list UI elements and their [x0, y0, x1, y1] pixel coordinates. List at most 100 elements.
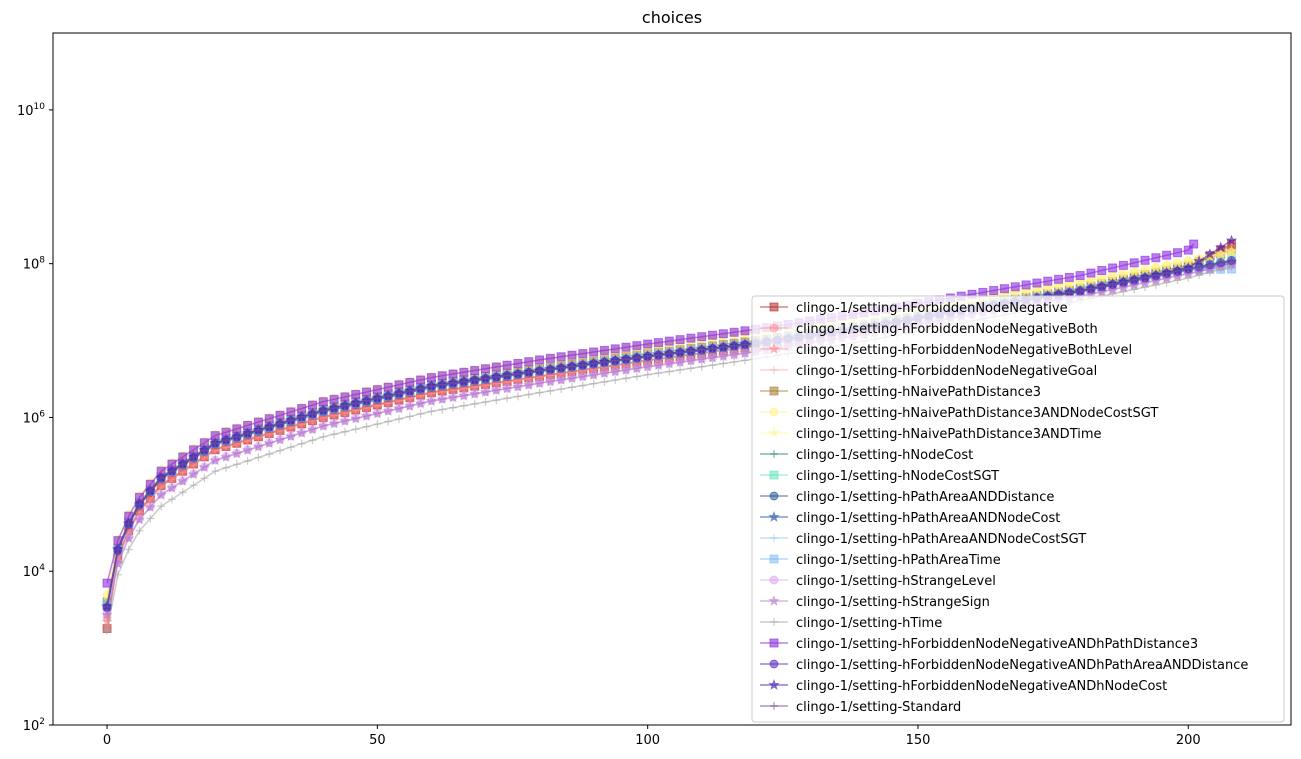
data-point	[491, 362, 501, 372]
data-point	[459, 367, 469, 377]
data-point	[447, 391, 459, 403]
data-point	[643, 339, 653, 349]
legend-item: clingo-1/setting-hPathAreaANDDistance	[760, 490, 1054, 505]
data-point	[133, 513, 146, 525]
legend-item: clingo-1/setting-hForbiddenNodeNegativeA…	[760, 637, 1198, 652]
legend-marker	[768, 427, 780, 438]
data-point	[513, 392, 522, 401]
data-point	[1225, 245, 1238, 257]
y-axis: 102 104 106 108 1010	[17, 102, 53, 734]
data-point	[1108, 263, 1118, 273]
data-point	[740, 340, 749, 349]
data-point	[1173, 276, 1182, 285]
data-point	[598, 367, 611, 379]
legend-item: clingo-1/setting-hPathAreaANDNodeCost	[760, 511, 1060, 526]
data-point	[265, 422, 274, 431]
data-point	[1129, 258, 1139, 268]
legend-marker	[770, 618, 778, 626]
data-point	[501, 382, 513, 394]
legend-marker	[768, 343, 780, 354]
data-point	[241, 444, 254, 456]
data-point	[599, 345, 609, 355]
data-point	[1204, 248, 1216, 260]
data-point	[394, 414, 403, 423]
legend-label: clingo-1/setting-Standard	[796, 700, 961, 715]
data-point	[103, 626, 112, 635]
y-tick-label: 108	[23, 256, 46, 273]
data-point	[1074, 276, 1086, 288]
data-point	[989, 286, 999, 296]
data-point	[393, 402, 405, 414]
x-tick-label: 0	[103, 733, 111, 748]
data-point	[1215, 247, 1227, 259]
legend-label: clingo-1/setting-hStrangeSign	[796, 595, 990, 610]
data-point	[449, 403, 458, 412]
data-point	[166, 471, 178, 483]
legend-marker	[769, 659, 779, 669]
legend-label: clingo-1/setting-hNaivePathDistance3ANDN…	[796, 406, 1158, 421]
data-point	[340, 401, 349, 410]
data-point	[567, 362, 576, 371]
data-point	[458, 389, 470, 401]
data-point	[632, 372, 641, 381]
data-point	[620, 364, 632, 375]
data-point	[654, 350, 663, 359]
data-point	[502, 360, 512, 370]
data-point	[276, 446, 285, 455]
data-point	[296, 427, 308, 438]
legend-label: clingo-1/setting-hForbiddenNodeNegativeA…	[796, 637, 1198, 652]
data-point	[1108, 280, 1117, 289]
data-point	[719, 343, 728, 352]
data-point	[265, 449, 274, 458]
data-point	[589, 379, 598, 388]
data-point	[405, 412, 414, 421]
data-point	[384, 391, 393, 400]
data-point	[523, 379, 535, 390]
data-point	[252, 440, 265, 452]
data-point	[177, 475, 189, 487]
legend-marker	[769, 575, 779, 585]
data-point	[600, 357, 609, 366]
legend-item: clingo-1/setting-hPathAreaANDNodeCostSGT	[760, 532, 1086, 547]
data-point	[1173, 266, 1182, 275]
data-point	[481, 398, 490, 407]
data-point	[1118, 260, 1128, 270]
data-point	[740, 326, 750, 336]
data-point	[404, 400, 416, 411]
x-tick-label: 100	[635, 733, 660, 748]
data-point	[470, 375, 479, 384]
data-point	[328, 417, 340, 429]
data-point	[103, 602, 112, 611]
data-point	[739, 347, 751, 359]
data-point	[686, 333, 696, 343]
data-point	[146, 514, 155, 523]
data-point	[556, 352, 566, 362]
data-point	[610, 344, 620, 354]
data-point	[611, 356, 620, 365]
data-point	[567, 383, 576, 392]
legend-label: clingo-1/setting-hForbiddenNodeNegativeG…	[796, 364, 1097, 379]
data-point	[524, 390, 533, 399]
data-point	[469, 388, 481, 399]
data-point	[1205, 268, 1214, 277]
legend-marker	[769, 386, 779, 396]
data-point	[567, 350, 577, 360]
legend-box	[751, 295, 1285, 723]
data-point	[308, 436, 317, 445]
data-point	[135, 526, 144, 535]
data-point	[113, 545, 122, 554]
data-point	[362, 396, 371, 405]
legend-marker	[769, 302, 779, 312]
data-point	[157, 502, 166, 511]
data-point	[436, 393, 448, 405]
data-point	[1075, 271, 1085, 281]
legend-item: clingo-1/setting-hForbiddenNodeNegativeA…	[760, 679, 1167, 694]
data-point	[1085, 274, 1097, 286]
data-point	[632, 353, 641, 362]
data-point	[1032, 278, 1042, 288]
legend-item: clingo-1/setting-Standard	[760, 700, 961, 715]
data-point	[297, 439, 306, 448]
data-point	[1189, 239, 1199, 249]
data-point	[544, 375, 557, 387]
